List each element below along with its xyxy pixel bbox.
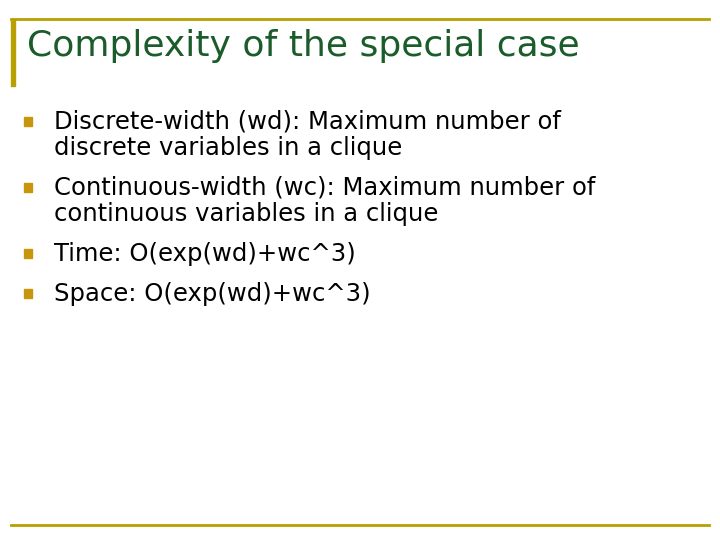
Text: discrete variables in a clique: discrete variables in a clique (54, 136, 402, 159)
Text: Space: O(exp(wd)+wc^3): Space: O(exp(wd)+wc^3) (54, 281, 371, 306)
Text: Time: O(exp(wd)+wc^3): Time: O(exp(wd)+wc^3) (54, 241, 356, 266)
Text: Continuous-width (wc): Maximum number of: Continuous-width (wc): Maximum number of (54, 176, 595, 199)
Text: continuous variables in a clique: continuous variables in a clique (54, 201, 438, 226)
Text: Complexity of the special case: Complexity of the special case (27, 29, 580, 63)
Text: Discrete-width (wd): Maximum number of: Discrete-width (wd): Maximum number of (54, 110, 561, 133)
